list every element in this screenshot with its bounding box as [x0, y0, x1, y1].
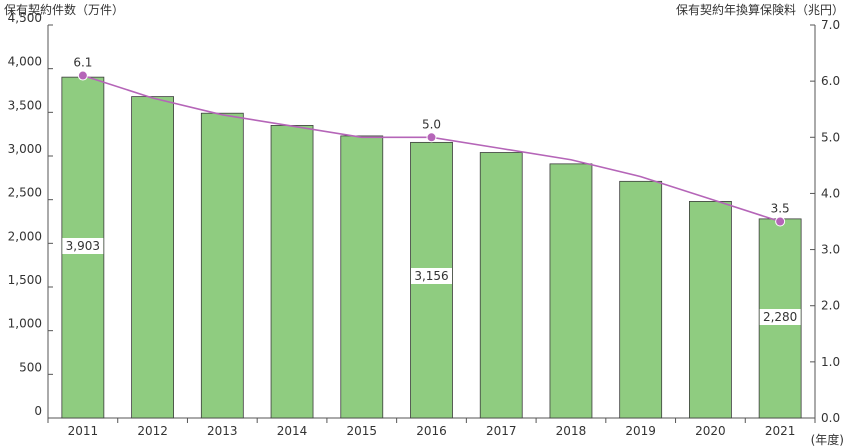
- bar-data-label: 3,903: [66, 239, 100, 253]
- bar-data-label: 2,280: [763, 310, 797, 324]
- line-data-label: 5.0: [422, 117, 441, 131]
- bar-label-bg: [411, 268, 452, 284]
- bar-label-bg: [62, 238, 104, 254]
- right-axis-title: 保有契約年換算保険料（兆円）: [676, 2, 844, 17]
- x-tick-label: 2012: [137, 424, 168, 438]
- right-tick-label: 5.0: [821, 130, 840, 144]
- x-tick-label: 2020: [695, 424, 726, 438]
- x-tick-label: 2014: [277, 424, 308, 438]
- bar: [549, 163, 593, 419]
- bar: [270, 125, 314, 419]
- left-tick-label: 3,000: [8, 142, 42, 156]
- line-data-label: 6.1: [73, 56, 92, 70]
- bar-data-label: 3,156: [414, 269, 448, 283]
- labels-layer: 6.1 5.0 3.5 3,903 3,156 2,280: [62, 56, 801, 325]
- axes-layer: 0 500 1,000 1,500 2,000 2,500 3,000 3,500 4,000 4…: [8, 11, 840, 438]
- x-tick-label: 2019: [625, 424, 656, 438]
- x-tick-label: 2016: [416, 424, 447, 438]
- x-tick-label: 2021: [765, 424, 796, 438]
- bar: [200, 112, 244, 419]
- left-tick-label: 500: [19, 360, 42, 374]
- left-axis-title: 保有契約件数（万件）: [4, 2, 124, 17]
- line-point: [77, 70, 88, 81]
- line-series: [77, 70, 786, 227]
- left-tick-label: 0: [34, 404, 42, 418]
- left-tick-label: 1,500: [8, 273, 42, 287]
- right-tick-label: 2.0: [821, 299, 840, 313]
- x-tick-label: 2017: [486, 424, 517, 438]
- left-tick-label: 4,500: [8, 11, 42, 25]
- right-tick-label: 7.0: [821, 18, 840, 32]
- left-tick-label: 3,500: [8, 98, 42, 112]
- left-tick-label: 1,000: [8, 317, 42, 331]
- line-data-label: 3.5: [771, 202, 790, 216]
- x-tick-label: 2018: [556, 424, 587, 438]
- line-point: [426, 132, 437, 143]
- bar: [340, 135, 384, 419]
- left-tick-label: 2,000: [8, 229, 42, 243]
- left-tick-label: 2,500: [8, 186, 42, 200]
- right-tick-label: 0.0: [821, 411, 840, 425]
- x-tick-label: 2011: [68, 424, 99, 438]
- left-tick-label: 4,000: [8, 55, 42, 69]
- bar: [619, 180, 663, 419]
- bar: [131, 96, 174, 419]
- right-tick-label: 1.0: [821, 355, 840, 369]
- line-point: [775, 216, 786, 227]
- right-tick-label: 3.0: [821, 243, 840, 257]
- right-tick-label: 4.0: [821, 186, 840, 200]
- bar: [479, 152, 523, 419]
- bar-label-bg: [759, 309, 801, 325]
- x-tick-label: 2015: [346, 424, 377, 438]
- right-tick-label: 6.0: [821, 74, 840, 88]
- x-tick-label: 2013: [207, 424, 238, 438]
- bar: [689, 201, 732, 419]
- x-axis-unit: (年度): [811, 432, 844, 447]
